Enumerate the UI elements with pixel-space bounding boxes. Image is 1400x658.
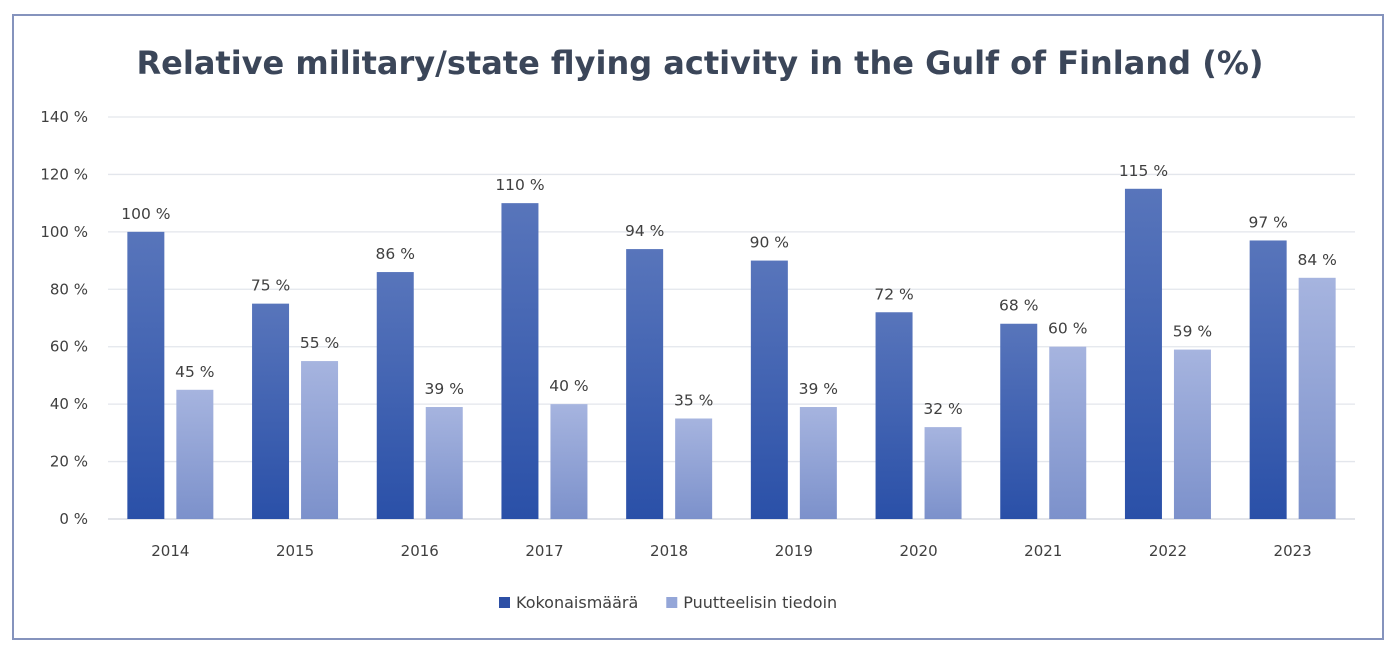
- data-label: 32 %: [923, 400, 962, 418]
- data-label: 86 %: [376, 245, 415, 263]
- data-label: 39 %: [799, 380, 838, 398]
- data-label: 59 %: [1173, 323, 1212, 341]
- data-label: 75 %: [251, 277, 290, 295]
- x-tick-label: 2023: [1274, 542, 1312, 560]
- y-tick-label: 0 %: [59, 510, 88, 528]
- data-label: 55 %: [300, 334, 339, 352]
- bar-kokonaismaara-2017: [501, 203, 539, 519]
- x-tick-label: 2018: [650, 542, 688, 560]
- data-label: 110 %: [495, 176, 544, 194]
- data-label: 97 %: [1248, 213, 1287, 231]
- bar-kokonaismaara-2023: [1249, 240, 1287, 519]
- bar-kokonaismaara-2019: [750, 260, 788, 519]
- data-label: 40 %: [549, 377, 588, 395]
- y-tick-label: 80 %: [50, 280, 88, 298]
- y-tick-label: 60 %: [50, 338, 88, 356]
- bar-puutteelisin-2017: [550, 404, 588, 519]
- data-label: 68 %: [999, 297, 1038, 315]
- data-label: 115 %: [1119, 162, 1168, 180]
- data-label: 100 %: [121, 205, 170, 223]
- legend-swatch: [499, 597, 510, 608]
- y-tick-label: 120 %: [40, 165, 88, 183]
- chart-frame: [12, 14, 1384, 640]
- data-label: 84 %: [1297, 251, 1336, 269]
- bar-puutteelisin-2014: [176, 389, 214, 519]
- bar-kokonaismaara-2020: [875, 312, 913, 519]
- x-tick-label: 2020: [899, 542, 937, 560]
- data-label: 60 %: [1048, 320, 1087, 338]
- bar-puutteelisin-2022: [1173, 349, 1211, 519]
- bar-kokonaismaara-2022: [1124, 188, 1162, 520]
- x-tick-label: 2015: [276, 542, 314, 560]
- bar-kokonaismaara-2021: [1000, 323, 1038, 519]
- data-label: 45 %: [175, 363, 214, 381]
- x-tick-label: 2016: [401, 542, 439, 560]
- bar-puutteelisin-2019: [799, 407, 837, 519]
- bar-puutteelisin-2020: [924, 427, 962, 519]
- legend-swatch: [666, 597, 678, 608]
- bar-puutteelisin-2023: [1298, 277, 1336, 519]
- legend-label: Puutteelisin tiedoin: [683, 593, 837, 612]
- bar-puutteelisin-2015: [301, 361, 339, 519]
- x-tick-label: 2017: [525, 542, 563, 560]
- bar-puutteelisin-2021: [1049, 346, 1087, 519]
- chart-title: Relative military/state flying activity …: [136, 44, 1264, 82]
- bar-kokonaismaara-2018: [626, 249, 664, 520]
- legend-label: Kokonaismäärä: [516, 593, 638, 612]
- x-tick-label: 2019: [775, 542, 813, 560]
- bar-puutteelisin-2018: [675, 418, 713, 519]
- x-tick-label: 2014: [151, 542, 189, 560]
- x-tick-label: 2022: [1149, 542, 1187, 560]
- data-label: 72 %: [874, 285, 913, 303]
- bar-kokonaismaara-2014: [127, 231, 165, 519]
- y-tick-label: 20 %: [50, 453, 88, 471]
- data-label: 39 %: [425, 380, 464, 398]
- y-tick-label: 40 %: [50, 395, 88, 413]
- bar-kokonaismaara-2015: [252, 303, 290, 519]
- x-tick-label: 2021: [1024, 542, 1062, 560]
- y-tick-label: 140 %: [40, 108, 88, 126]
- bar-kokonaismaara-2016: [376, 272, 414, 519]
- data-label: 35 %: [674, 392, 713, 410]
- data-label: 90 %: [750, 234, 789, 252]
- bar-puutteelisin-2016: [425, 407, 463, 519]
- y-tick-label: 100 %: [40, 223, 88, 241]
- data-label: 94 %: [625, 222, 664, 240]
